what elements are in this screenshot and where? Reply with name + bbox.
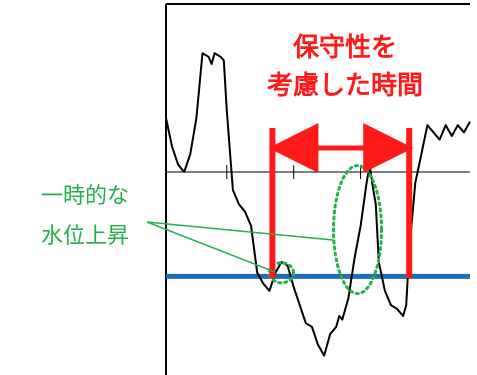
window-annotation-line1: 保守性を <box>292 32 397 63</box>
highlight-ellipse-small <box>268 261 296 285</box>
window-annotation-line2: 考慮した時間 <box>267 71 423 101</box>
water-level-series <box>165 52 471 357</box>
rise-annotation-line2: 水位上昇 <box>41 224 129 249</box>
leader-line-large <box>146 221 334 241</box>
rise-annotation-line1: 一時的な <box>41 184 129 209</box>
leader-line-small <box>146 221 276 273</box>
